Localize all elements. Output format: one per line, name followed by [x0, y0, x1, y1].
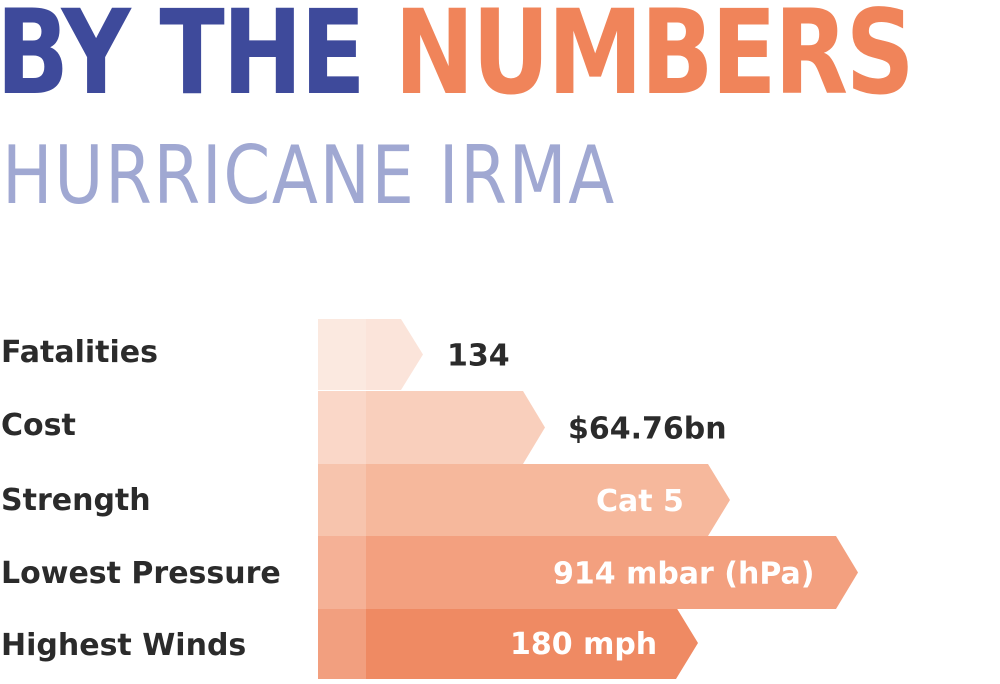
label-strength: Strength	[1, 483, 151, 518]
bar-cost	[318, 391, 545, 464]
bar-lowest-pressure	[318, 536, 858, 609]
value-fatalities: 134	[447, 339, 510, 374]
value-strength: Cat 5	[596, 484, 684, 519]
value-highest-winds: 180 mph	[510, 627, 657, 662]
label-lowest-pressure: Lowest Pressure	[1, 556, 281, 591]
subtitle: HURRICANE IRMA	[2, 129, 616, 222]
title-part-by-the: BY THE	[0, 0, 366, 121]
bar-fatalities	[318, 319, 423, 390]
label-fatalities: Fatalities	[1, 335, 158, 370]
label-highest-winds: Highest Winds	[1, 628, 247, 663]
value-lowest-pressure: 914 mbar (hPa)	[553, 557, 815, 592]
page-title: BY THE NUMBERS	[0, 0, 915, 111]
title-part-numbers: NUMBERS	[394, 0, 915, 121]
value-cost: $64.76bn	[568, 412, 727, 447]
bar-strength	[318, 464, 730, 536]
bar-highest-winds	[318, 607, 698, 679]
bar-highlight-band	[318, 319, 366, 679]
label-cost: Cost	[1, 408, 76, 443]
